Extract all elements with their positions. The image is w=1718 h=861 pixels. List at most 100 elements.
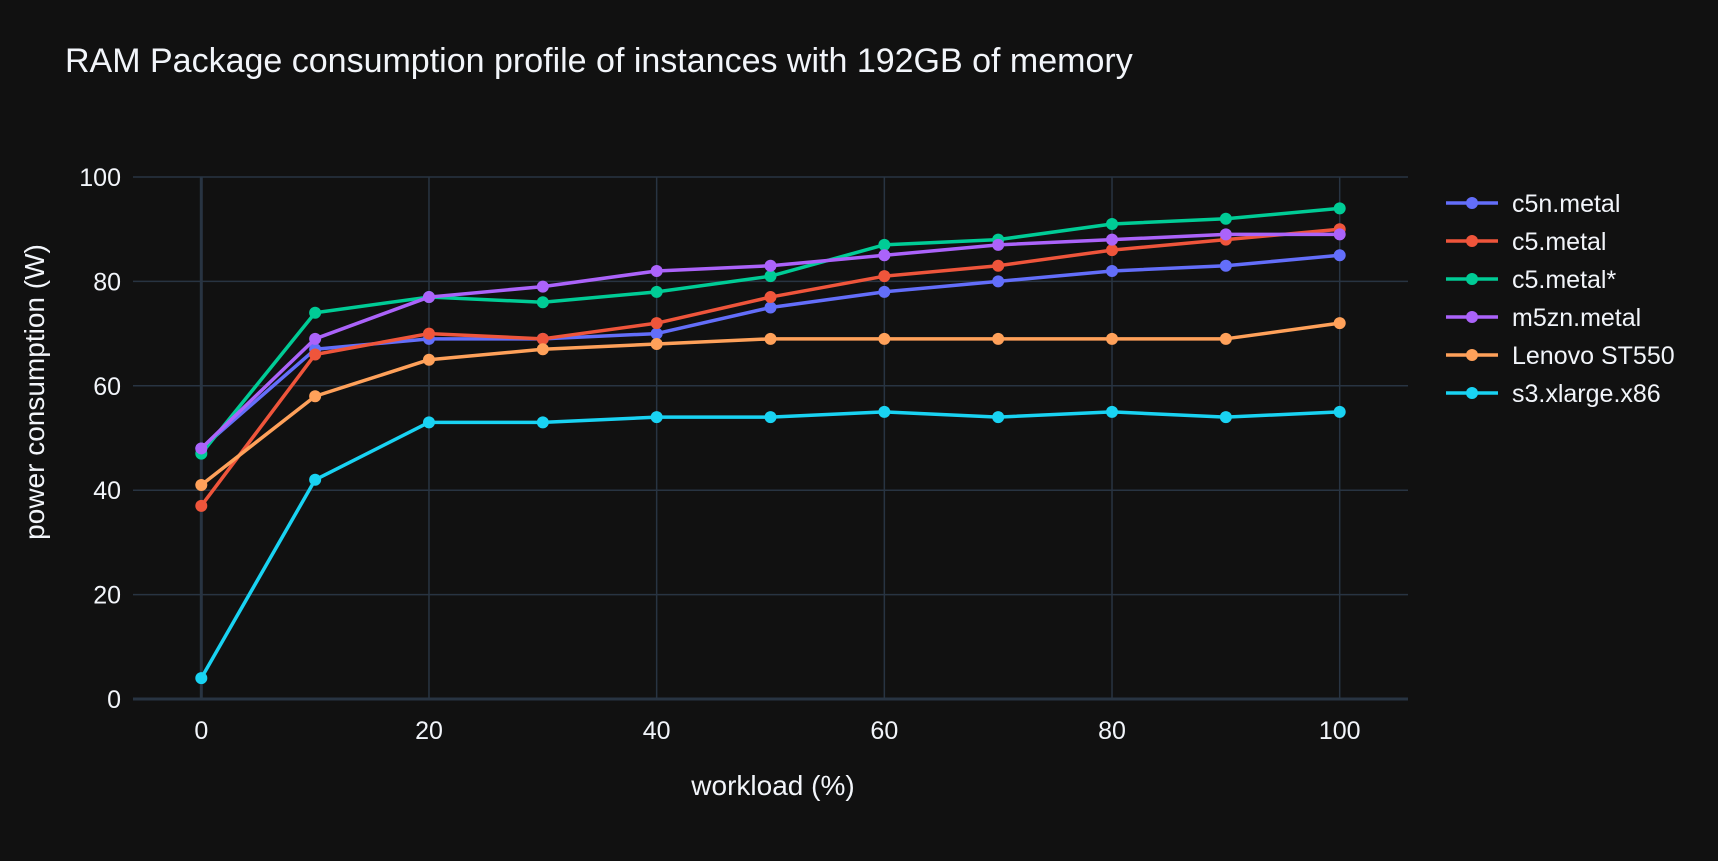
data-point bbox=[309, 306, 322, 319]
data-point bbox=[1219, 228, 1232, 241]
legend-label: c5n.metal bbox=[1512, 190, 1620, 218]
data-point bbox=[992, 259, 1005, 272]
legend-swatch-marker bbox=[1466, 273, 1478, 285]
data-point bbox=[1219, 332, 1232, 345]
data-point bbox=[650, 411, 663, 424]
data-point bbox=[764, 291, 777, 304]
data-point bbox=[536, 332, 549, 345]
legend-swatch-marker bbox=[1466, 311, 1478, 323]
data-point bbox=[195, 672, 208, 685]
data-point bbox=[536, 343, 549, 356]
legend-swatch-marker bbox=[1466, 349, 1478, 361]
y-axis-label: power consumption (W) bbox=[19, 244, 50, 540]
legend-item: c5n.metal bbox=[1446, 190, 1620, 218]
data-point bbox=[1219, 212, 1232, 225]
data-point bbox=[1106, 233, 1119, 246]
data-point bbox=[1219, 411, 1232, 424]
data-point bbox=[650, 285, 663, 298]
legend: c5n.metal c5.metal c5.metal* m5zn.metal Leno… bbox=[1446, 190, 1675, 408]
data-point bbox=[1106, 244, 1119, 257]
data-point bbox=[422, 416, 435, 429]
legend-swatch-marker bbox=[1466, 387, 1478, 399]
x-tick-label: 100 bbox=[1319, 717, 1361, 745]
data-point bbox=[309, 348, 322, 361]
legend-swatch-marker bbox=[1466, 197, 1478, 209]
data-point bbox=[195, 499, 208, 512]
data-point bbox=[650, 317, 663, 330]
data-point bbox=[764, 259, 777, 272]
data-point bbox=[878, 405, 891, 418]
x-tick-label: 0 bbox=[194, 717, 208, 745]
data-point bbox=[195, 442, 208, 455]
y-tick-label: 100 bbox=[79, 164, 121, 192]
legend-item: c5.metal* bbox=[1446, 266, 1616, 294]
data-point bbox=[764, 332, 777, 345]
x-axis-label: workload (%) bbox=[690, 770, 854, 801]
y-tick-label: 0 bbox=[107, 686, 121, 714]
data-point bbox=[1106, 405, 1119, 418]
y-tick-label: 20 bbox=[93, 582, 121, 610]
legend-label: Lenovo ST550 bbox=[1512, 342, 1675, 370]
data-point bbox=[309, 473, 322, 486]
data-point bbox=[992, 332, 1005, 345]
data-point bbox=[422, 327, 435, 340]
legend-item: Lenovo ST550 bbox=[1446, 342, 1675, 370]
legend-item: m5zn.metal bbox=[1446, 304, 1641, 332]
data-point bbox=[1333, 228, 1346, 241]
data-point bbox=[650, 338, 663, 351]
data-point bbox=[1333, 249, 1346, 262]
series-s3-xlarge-x86 bbox=[195, 405, 1346, 685]
data-point bbox=[1333, 405, 1346, 418]
data-point bbox=[195, 478, 208, 491]
legend-label: s3.xlarge.x86 bbox=[1512, 380, 1661, 408]
x-tick-label: 40 bbox=[643, 717, 671, 745]
chart-title: RAM Package consumption profile of insta… bbox=[65, 42, 1133, 80]
plot-area bbox=[195, 202, 1346, 685]
data-point bbox=[1333, 202, 1346, 215]
data-point bbox=[992, 238, 1005, 251]
data-point bbox=[764, 411, 777, 424]
legend-item: c5.metal bbox=[1446, 228, 1606, 256]
series-line bbox=[199, 410, 1342, 680]
data-point bbox=[1106, 264, 1119, 277]
x-tick-label: 20 bbox=[415, 717, 443, 745]
data-point bbox=[878, 285, 891, 298]
axes: 0 20 40 60 80 100 0 20 40 60 80 100 bbox=[79, 164, 1360, 745]
data-point bbox=[1333, 317, 1346, 330]
data-point bbox=[1219, 259, 1232, 272]
data-point bbox=[1106, 217, 1119, 230]
data-point bbox=[536, 416, 549, 429]
data-point bbox=[878, 270, 891, 283]
grid bbox=[133, 176, 1408, 701]
x-tick-label: 80 bbox=[1098, 717, 1126, 745]
y-tick-label: 80 bbox=[93, 268, 121, 296]
x-tick-label: 60 bbox=[870, 717, 898, 745]
y-tick-label: 60 bbox=[93, 373, 121, 401]
data-point bbox=[422, 291, 435, 304]
data-point bbox=[878, 332, 891, 345]
data-point bbox=[650, 327, 663, 340]
legend-label: c5.metal bbox=[1512, 228, 1606, 256]
data-point bbox=[309, 332, 322, 345]
data-point bbox=[536, 280, 549, 293]
data-point bbox=[992, 411, 1005, 424]
data-point bbox=[536, 296, 549, 309]
data-point bbox=[650, 264, 663, 277]
series-m5zn-metal bbox=[195, 228, 1346, 455]
data-point bbox=[764, 301, 777, 314]
data-point bbox=[1106, 332, 1119, 345]
legend-swatch-marker bbox=[1466, 235, 1478, 247]
series-line bbox=[199, 321, 1342, 487]
data-point bbox=[764, 270, 777, 283]
y-tick-label: 40 bbox=[93, 477, 121, 505]
legend-label: m5zn.metal bbox=[1512, 304, 1641, 332]
data-point bbox=[878, 238, 891, 251]
legend-label: c5.metal* bbox=[1512, 266, 1616, 294]
series-lenovo-st550 bbox=[195, 317, 1346, 491]
data-point bbox=[422, 353, 435, 366]
data-point bbox=[309, 390, 322, 403]
data-point bbox=[992, 275, 1005, 288]
data-point bbox=[878, 249, 891, 262]
